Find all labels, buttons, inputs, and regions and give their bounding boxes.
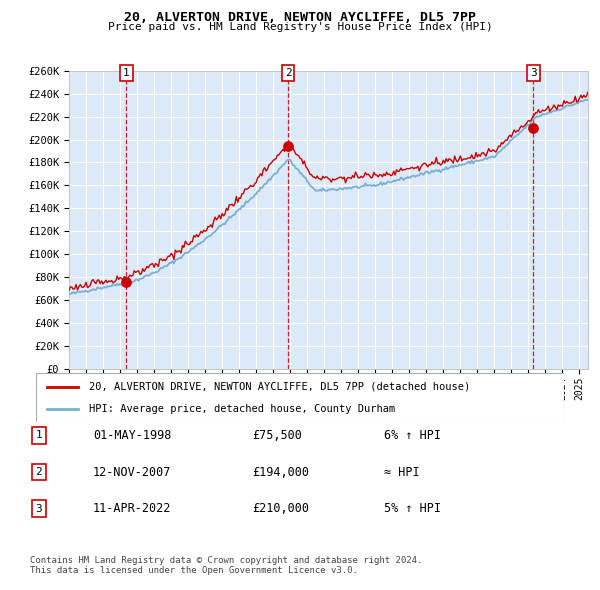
- Text: HPI: Average price, detached house, County Durham: HPI: Average price, detached house, Coun…: [89, 404, 395, 414]
- Text: ≈ HPI: ≈ HPI: [384, 466, 419, 478]
- Point: [283, 142, 293, 151]
- Text: 20, ALVERTON DRIVE, NEWTON AYCLIFFE, DL5 7PP (detached house): 20, ALVERTON DRIVE, NEWTON AYCLIFFE, DL5…: [89, 382, 470, 392]
- Text: £75,500: £75,500: [252, 429, 302, 442]
- Text: Contains HM Land Registry data © Crown copyright and database right 2024.: Contains HM Land Registry data © Crown c…: [30, 556, 422, 565]
- Text: 6% ↑ HPI: 6% ↑ HPI: [384, 429, 441, 442]
- Text: 1: 1: [35, 431, 43, 440]
- Text: £210,000: £210,000: [252, 502, 309, 515]
- Text: This data is licensed under the Open Government Licence v3.0.: This data is licensed under the Open Gov…: [30, 566, 358, 575]
- Text: 3: 3: [530, 68, 537, 78]
- Text: 5% ↑ HPI: 5% ↑ HPI: [384, 502, 441, 515]
- Text: 1: 1: [123, 68, 130, 78]
- Text: 2: 2: [35, 467, 43, 477]
- Point: [122, 277, 131, 287]
- Text: 01-MAY-1998: 01-MAY-1998: [93, 429, 172, 442]
- Point: [529, 123, 538, 133]
- Text: 20, ALVERTON DRIVE, NEWTON AYCLIFFE, DL5 7PP: 20, ALVERTON DRIVE, NEWTON AYCLIFFE, DL5…: [124, 11, 476, 24]
- Text: 12-NOV-2007: 12-NOV-2007: [93, 466, 172, 478]
- Text: £194,000: £194,000: [252, 466, 309, 478]
- Text: 3: 3: [35, 504, 43, 513]
- Text: 2: 2: [285, 68, 292, 78]
- Text: Price paid vs. HM Land Registry's House Price Index (HPI): Price paid vs. HM Land Registry's House …: [107, 22, 493, 32]
- Text: 11-APR-2022: 11-APR-2022: [93, 502, 172, 515]
